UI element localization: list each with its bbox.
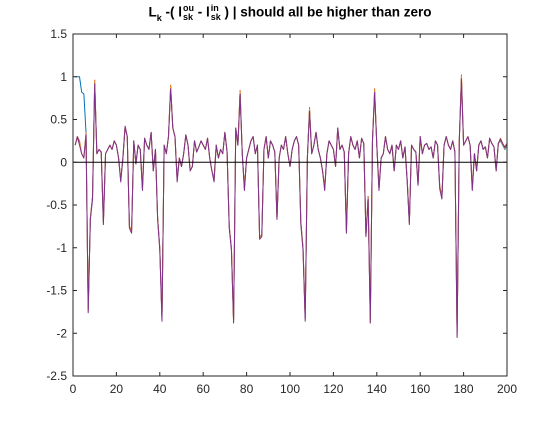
x-tick-label: 180 (454, 382, 474, 396)
y-tick-label: 0.5 (50, 113, 67, 127)
y-tick-label: -0.5 (46, 198, 67, 212)
x-tick-label: 20 (110, 382, 124, 396)
title-minus: - l (193, 4, 210, 20)
y-tick-label: 0 (60, 155, 67, 169)
x-tick-label: 200 (497, 382, 517, 396)
title-term2-sub: sk (210, 12, 221, 22)
x-tick-label: 40 (153, 382, 167, 396)
title-term2-sup: in (210, 3, 219, 13)
x-tick-label: 80 (240, 382, 254, 396)
x-tick-label: 140 (367, 382, 387, 396)
title-open: -( l (161, 4, 182, 20)
y-tick-label: -2 (56, 326, 67, 340)
series-group (74, 74, 508, 339)
y-axis: 1.5 1 0.5 0 -0.5 -1 -1.5 -2 -2.5 (46, 27, 507, 383)
x-tick-label: 60 (197, 382, 211, 396)
title-prefix-sub: k (156, 12, 162, 23)
y-tick-label: -2.5 (46, 369, 67, 383)
title-prefix: L (148, 4, 157, 20)
y-tick-label: -1 (56, 241, 67, 255)
title-term1-sup: ou (182, 3, 194, 13)
x-axis: 0 20 40 60 80 100 120 140 160 180 200 (70, 34, 517, 396)
x-tick-label: 160 (410, 382, 430, 396)
x-tick-label: 100 (280, 382, 300, 396)
title-term1-sub: sk (182, 12, 193, 22)
x-tick-label: 0 (70, 382, 77, 396)
chart-title: Lk -( l ou sk - l in sk ) | should all be hi… (73, 4, 507, 23)
x-tick-label: 120 (323, 382, 343, 396)
y-tick-label: 1 (60, 70, 67, 84)
y-tick-label: 1.5 (50, 27, 67, 41)
title-suffix: ) | should all be higher than zero (220, 4, 432, 20)
y-tick-label: -1.5 (46, 284, 67, 298)
axes-background (73, 34, 507, 376)
series-line-4 (74, 77, 508, 339)
title-term1-scripts: ou sk (183, 4, 194, 22)
title-term2-scripts: in sk (211, 4, 221, 22)
